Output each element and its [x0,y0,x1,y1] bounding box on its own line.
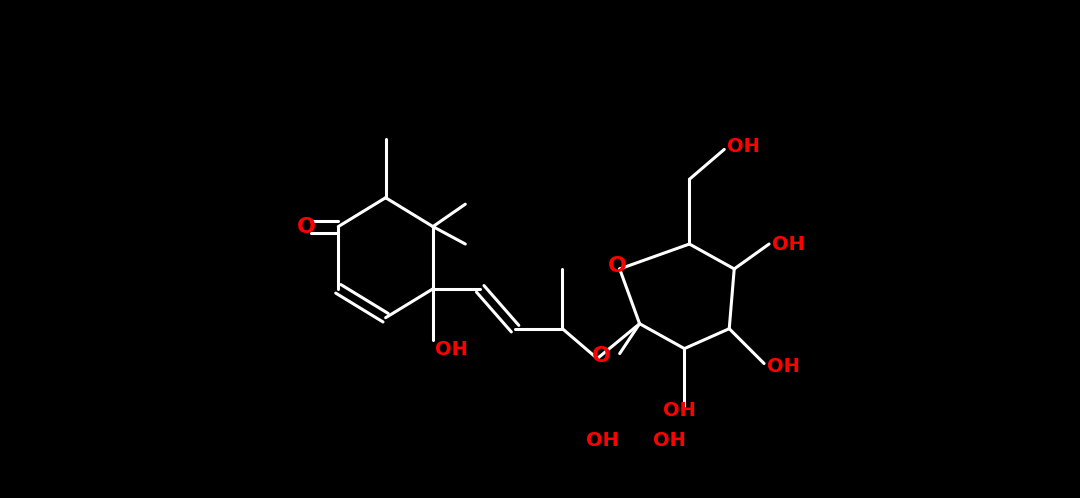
Text: O: O [592,346,611,366]
Text: OH: OH [663,401,696,420]
Text: O: O [296,217,315,237]
Text: O: O [608,256,626,276]
Text: OH: OH [771,235,805,253]
Text: OH: OH [435,340,469,359]
Text: OH: OH [767,357,799,375]
Text: OH: OH [727,137,759,156]
Text: OH: OH [653,431,686,450]
Text: OH: OH [585,431,619,450]
